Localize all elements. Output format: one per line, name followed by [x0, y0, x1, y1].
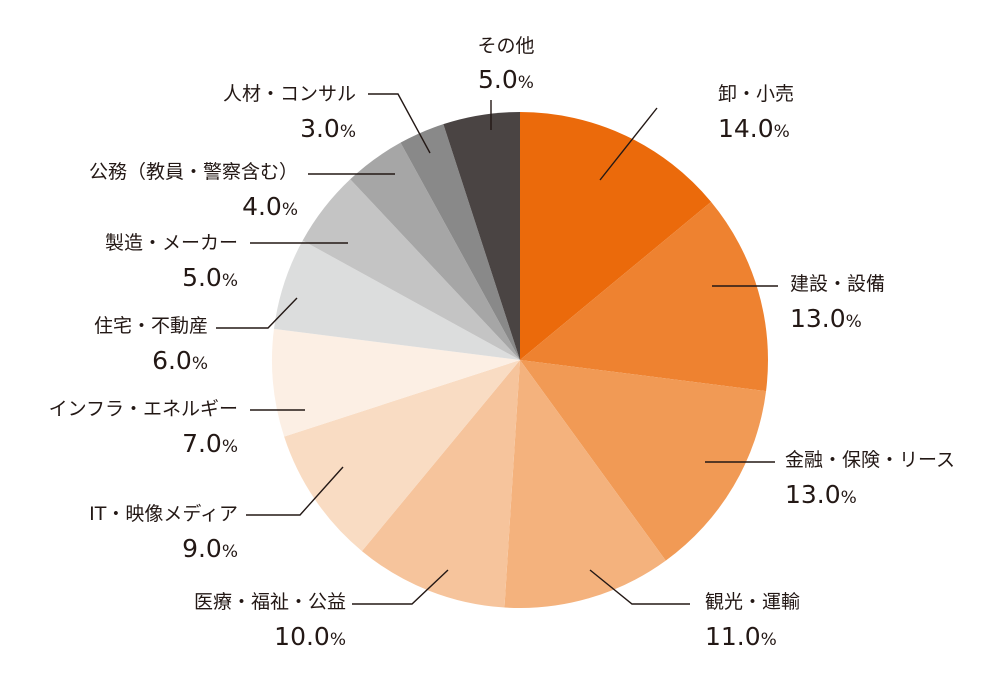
slice-value-label: 13.0% [785, 480, 857, 509]
slice-value-label: 10.0% [274, 622, 346, 651]
slice-label: 医療・福祉・公益 [194, 591, 346, 613]
leader-line [352, 569, 449, 605]
pie-slice [350, 142, 520, 360]
pie-slice [504, 360, 666, 608]
slice-value-label: 6.0% [152, 346, 208, 375]
pie-slice [443, 112, 520, 360]
slice-label: 公務（教員・警察含む） [89, 161, 298, 183]
pie-slice [520, 201, 768, 392]
slice-label: 卸・小売 [718, 83, 794, 105]
pie-slice [272, 328, 520, 437]
pie-slice [361, 360, 520, 608]
slice-label: 人材・コンサル [223, 83, 356, 105]
slice-value-label: 9.0% [182, 534, 238, 563]
slice-label: 観光・運輸 [705, 591, 800, 613]
slice-labels: 卸・小売 14.0% 建設・設備 13.0% 金融・保険・リース 13.0% 観光・運輸 11… [49, 35, 956, 651]
leader-lines [216, 93, 778, 605]
pie-slice [284, 360, 520, 552]
leader-line [599, 107, 658, 181]
slice-label: 住宅・不動産 [94, 315, 208, 337]
leader-line [216, 297, 298, 329]
pie-slices [272, 112, 768, 608]
slice-label: 製造・メーカー [105, 232, 238, 254]
slice-value-label: 14.0% [718, 114, 790, 143]
slice-label: インフラ・エネルギー [49, 398, 238, 420]
pie-slice [273, 240, 520, 360]
leader-line [589, 569, 690, 605]
slice-value-label: 11.0% [705, 622, 777, 651]
slice-label: 建設・設備 [790, 273, 885, 295]
slice-value-label: 7.0% [182, 429, 238, 458]
slice-value-label: 5.0% [182, 263, 238, 292]
leader-line [246, 466, 344, 516]
pie-slice [400, 124, 520, 360]
slice-value-label: 5.0% [478, 65, 534, 94]
slice-value-label: 3.0% [300, 114, 356, 143]
pie-slice [520, 112, 712, 360]
pie-slice [520, 360, 767, 561]
slice-value-label: 13.0% [790, 304, 862, 333]
slice-label: 金融・保険・リース [785, 449, 955, 471]
pie-slice [302, 179, 520, 360]
slice-value-label: 4.0% [242, 192, 298, 221]
slice-label: IT・映像メディア [89, 503, 238, 525]
slice-label: その他 [477, 35, 534, 57]
leader-line [368, 93, 431, 154]
